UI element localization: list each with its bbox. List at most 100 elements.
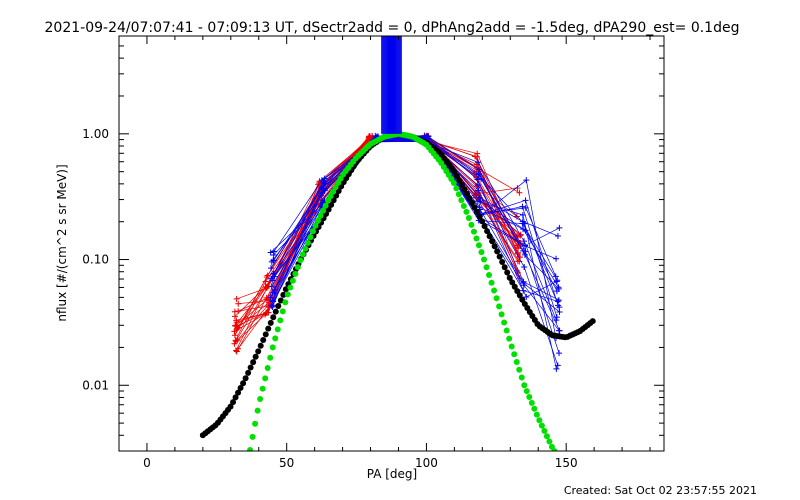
profile-line [271, 140, 559, 366]
data-point [264, 365, 271, 372]
data-point [474, 208, 481, 215]
data-point [475, 187, 482, 194]
data-point [294, 264, 301, 271]
data-point [523, 177, 530, 184]
data-point [270, 270, 277, 277]
data-point [489, 238, 496, 245]
data-point [245, 369, 252, 376]
data-point [552, 273, 559, 280]
data-point [268, 283, 275, 290]
data-point [474, 176, 481, 183]
data-point [521, 238, 528, 245]
data-point [513, 359, 520, 366]
data-point [516, 254, 523, 261]
data-point [471, 204, 478, 211]
data-point [506, 274, 513, 281]
data-point [292, 270, 299, 277]
data-point [231, 340, 238, 347]
data-point [546, 438, 553, 445]
data-point [247, 447, 254, 451]
data-point [518, 374, 525, 381]
data-point [318, 184, 325, 191]
data-point [322, 202, 329, 209]
data-point [269, 277, 276, 284]
data-point [270, 314, 277, 321]
data-point [555, 297, 562, 304]
data-point [327, 193, 334, 200]
data-point [481, 223, 488, 230]
data-point [473, 235, 480, 242]
data-point [234, 337, 241, 344]
data-point [277, 317, 284, 324]
data-point [521, 382, 528, 389]
data-point [270, 298, 277, 305]
data-point [496, 303, 503, 310]
data-point [240, 380, 247, 387]
data-point [501, 264, 508, 271]
plot-frame [118, 35, 665, 452]
data-point [254, 407, 261, 414]
data-point [312, 222, 319, 229]
data-point [468, 221, 475, 228]
data-point [268, 258, 275, 265]
data-point [509, 279, 516, 286]
data-point [478, 175, 485, 182]
data-point [589, 318, 596, 325]
data-point [267, 249, 274, 256]
data-point [227, 403, 234, 410]
data-point [330, 197, 337, 204]
data-point [543, 433, 550, 440]
data-point [531, 405, 538, 412]
data-point [289, 277, 296, 284]
y-tick-label: 0.01 [82, 378, 109, 392]
data-point [272, 335, 279, 342]
data-point [287, 284, 294, 291]
data-point [314, 217, 321, 224]
data-point [270, 271, 277, 278]
data-point [474, 159, 481, 166]
data-point [520, 247, 527, 254]
data-point [516, 292, 523, 299]
y-axis-label: nflux [#/(cm^2 s sr MeV)] [55, 164, 69, 321]
data-point [247, 364, 254, 371]
data-point [556, 224, 563, 231]
data-point [514, 244, 521, 251]
data-point [501, 319, 508, 326]
data-point [486, 233, 493, 240]
data-point [475, 242, 482, 249]
data-point [233, 319, 240, 326]
series-0 [199, 130, 596, 439]
data-point [556, 308, 563, 315]
y-axis: 0.01 0.10 1.00 [82, 35, 664, 452]
data-point [521, 263, 528, 270]
data-point [297, 257, 304, 264]
data-point [453, 185, 460, 192]
data-point [255, 348, 262, 355]
data-point [517, 231, 524, 238]
data-point [320, 207, 327, 214]
data-point [521, 251, 528, 258]
data-point [504, 269, 511, 276]
created-timestamp: Created: Sat Oct 02 23:57:55 2021 [564, 484, 757, 497]
data-point [302, 245, 309, 252]
data-point [233, 348, 240, 355]
x-axis-label: PA [deg] [367, 467, 417, 481]
data-point [299, 251, 306, 258]
data-point [269, 344, 276, 351]
data-point [496, 253, 503, 260]
data-point [267, 319, 274, 326]
data-point [466, 195, 473, 202]
data-point [307, 234, 314, 241]
data-point [528, 399, 535, 406]
data-point [522, 197, 529, 204]
data-point [260, 337, 267, 344]
data-point [267, 354, 274, 361]
data-point [450, 179, 457, 186]
data-point [506, 335, 513, 342]
data-point [282, 299, 289, 306]
data-point [523, 388, 530, 395]
data-point [463, 208, 470, 215]
data-point [325, 197, 332, 204]
data-point [483, 264, 490, 271]
data-point [516, 366, 523, 373]
